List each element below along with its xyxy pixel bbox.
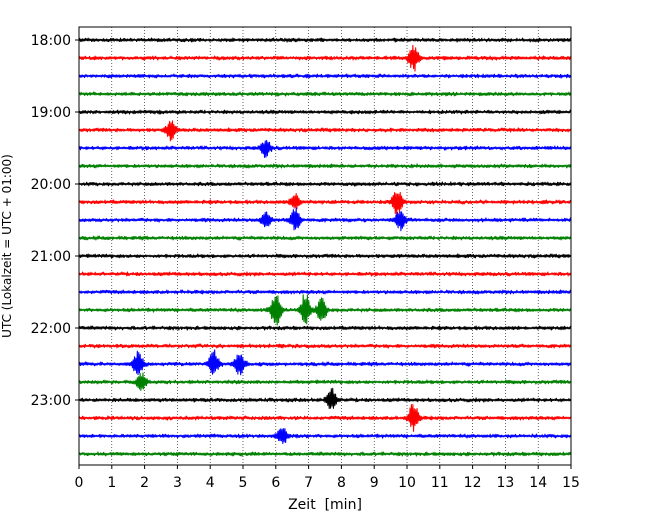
- trace-2315: [78, 404, 572, 432]
- trace-2115: [78, 271, 572, 277]
- x-tick-label: 15: [562, 475, 580, 491]
- trace-1915: [78, 120, 572, 142]
- y-axis-ticks: 18:00 19:00 20:00 21:00 22:00 23:00: [31, 33, 79, 409]
- x-tick-label: 12: [464, 475, 482, 491]
- x-tick-label: 0: [75, 475, 84, 491]
- x-tick-label: 1: [107, 475, 116, 491]
- x-tick-label: 2: [140, 475, 149, 491]
- trace-1830: [78, 73, 572, 79]
- x-tick-label: 11: [431, 475, 449, 491]
- trace-1945: [78, 163, 572, 169]
- seismic-traces: [78, 37, 572, 457]
- trace-2145: [78, 294, 572, 326]
- x-tick-label: 9: [370, 475, 379, 491]
- y-tick-label: 23:00: [31, 393, 71, 409]
- x-axis-label: Zeit [min]: [288, 497, 362, 513]
- x-tick-label: 4: [206, 475, 215, 491]
- trace-2245: [78, 372, 572, 391]
- trace-2000: [78, 181, 572, 187]
- trace-2300: [78, 387, 572, 409]
- x-tick-label: 8: [337, 475, 346, 491]
- x-tick-label: 3: [173, 475, 182, 491]
- trace-1800: [78, 37, 572, 43]
- x-axis-ticks: 0 1 2 3 4 5 6 7 8 9 10 11 12 13 14 15: [75, 465, 580, 491]
- x-tick-label: 5: [239, 475, 248, 491]
- plot-frame: [78, 26, 572, 466]
- trace-2015: [78, 191, 572, 217]
- trace-2200: [78, 325, 572, 331]
- trace-2230: [78, 349, 572, 376]
- trace-1845: [78, 91, 572, 97]
- trace-2215: [78, 343, 572, 349]
- trace-2130: [78, 289, 572, 295]
- y-tick-label: 19:00: [31, 105, 71, 121]
- trace-2330: [78, 428, 572, 444]
- y-tick-label: 18:00: [31, 33, 71, 49]
- y-tick-label: 21:00: [31, 249, 71, 265]
- trace-2100: [78, 253, 572, 259]
- trace-1815: [78, 44, 572, 72]
- trace-2045: [78, 235, 572, 241]
- trace-1930: [78, 139, 572, 158]
- x-tick-label: 14: [529, 475, 547, 491]
- y-tick-label: 20:00: [31, 177, 71, 193]
- trace-2030: [78, 207, 572, 232]
- x-tick-label: 10: [398, 475, 416, 491]
- y-tick-label: 22:00: [31, 321, 71, 337]
- trace-2345: [78, 451, 572, 457]
- vertical-gridlines: [111, 27, 539, 465]
- x-tick-label: 7: [304, 475, 313, 491]
- trace-1900: [78, 109, 572, 115]
- y-axis-label: UTC (Lokalzeit = UTC + 01:00): [0, 154, 14, 338]
- x-tick-label: 13: [496, 475, 514, 491]
- x-tick-label: 6: [271, 475, 280, 491]
